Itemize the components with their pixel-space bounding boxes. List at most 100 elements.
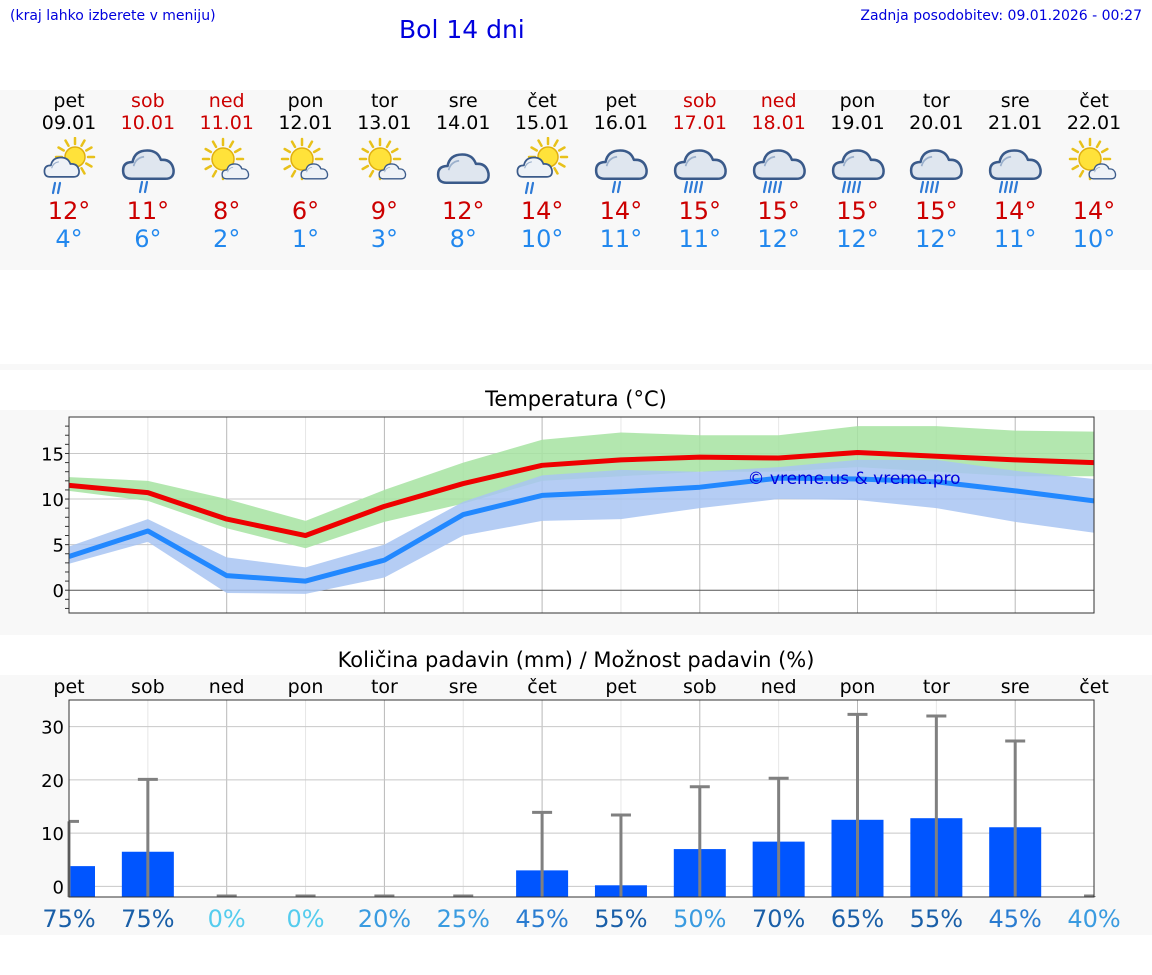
day-date: 12.01 xyxy=(278,112,333,134)
x-category-label: pon xyxy=(840,676,876,698)
day-name: sre xyxy=(1000,90,1030,112)
forecast-strip xyxy=(0,90,1152,270)
y-tick-label: 30 xyxy=(41,718,64,739)
day-name: sob xyxy=(683,90,717,112)
precipitation-chart-title: Količina padavin (mm) / Možnost padavin … xyxy=(337,648,815,672)
day-date: 13.01 xyxy=(357,112,412,134)
x-category-label: tor xyxy=(923,676,950,698)
day-date: 17.01 xyxy=(672,112,727,134)
cloud-rain-icon xyxy=(985,137,1045,197)
day-column: sob 17.01 15° 11° xyxy=(660,90,740,253)
last-updated: Zadnja posodobitev: 09.01.2026 - 00:27 xyxy=(860,8,1142,24)
precipitation-probability: 75% xyxy=(121,905,174,933)
precipitation-probability: 75% xyxy=(42,905,95,933)
day-name: sob xyxy=(131,90,165,112)
max-temperature: 14° xyxy=(520,197,564,225)
temperature-chart: 0 5 10 15 © vreme.us & vreme.pro xyxy=(41,416,1095,614)
y-tick-label: 20 xyxy=(41,771,64,792)
sun-cloud-icon xyxy=(354,137,414,197)
precipitation-probability: 55% xyxy=(910,905,963,933)
max-temperature: 6° xyxy=(291,197,320,225)
precipitation-probability: 45% xyxy=(515,905,568,933)
day-column: pon 12.01 6° 1° xyxy=(266,90,346,253)
precipitation-probability: 55% xyxy=(594,905,647,933)
sun-cloud-showers-icon xyxy=(39,137,99,197)
min-temperature: 12° xyxy=(757,225,800,253)
cloud-rain-icon xyxy=(906,137,966,197)
divider xyxy=(0,364,1152,370)
min-temperature: 12° xyxy=(836,225,879,253)
sun-cloud-icon xyxy=(197,137,257,197)
max-temperature: 8° xyxy=(213,197,241,225)
plot-frame xyxy=(68,416,1095,614)
x-category-label: ned xyxy=(761,676,797,698)
precipitation-probability: 45% xyxy=(989,905,1042,933)
sun-cloud-icon xyxy=(1064,137,1124,197)
day-date: 20.01 xyxy=(909,112,964,134)
day-date: 14.01 xyxy=(436,112,491,134)
cloud-rain-icon xyxy=(749,137,809,197)
x-category-label: sre xyxy=(449,676,478,698)
cloud-showers-icon xyxy=(118,137,178,197)
max-temperature: 14° xyxy=(599,197,643,225)
day-column: čet 15.01 14° 10° xyxy=(502,90,582,253)
min-temperature: 4° xyxy=(55,225,83,253)
day-name: tor xyxy=(922,90,950,112)
cloud-rain-icon xyxy=(828,137,888,197)
y-tick-label: 5 xyxy=(53,536,64,557)
x-category-label: čet xyxy=(527,676,557,698)
day-column: sre 21.01 14° 11° xyxy=(975,90,1055,253)
day-column: tor 20.01 15° 12° xyxy=(896,90,976,253)
y-tick-label: 0 xyxy=(53,581,64,602)
precipitation-probability: 0% xyxy=(287,905,325,933)
day-name: pon xyxy=(287,90,324,112)
min-temperature: 8° xyxy=(449,225,477,253)
location-hint: (kraj lahko izberete v meniju) xyxy=(10,8,216,24)
min-temperature: 10° xyxy=(520,225,564,253)
watermark: © vreme.us & vreme.pro xyxy=(747,469,960,489)
day-name: ned xyxy=(208,90,245,112)
x-category-label: pet xyxy=(605,676,636,698)
day-name: sre xyxy=(448,90,478,112)
page-title: Bol 14 dni xyxy=(399,15,525,44)
day-name: čet xyxy=(1079,90,1109,112)
day-date: 21.01 xyxy=(987,112,1043,134)
x-category-label: sob xyxy=(131,676,165,698)
max-range-band xyxy=(69,426,1095,549)
day-name: ned xyxy=(760,90,797,112)
y-tick-label: 10 xyxy=(41,490,64,511)
day-date: 15.01 xyxy=(514,112,570,134)
day-column: sob 10.01 11° 6° xyxy=(108,90,188,253)
precipitation-probability: 40% xyxy=(1067,905,1120,933)
max-temperature-line xyxy=(69,450,1094,539)
day-column: tor 13.01 9° 3° xyxy=(344,90,424,253)
day-name: čet xyxy=(527,90,557,112)
temperature-chart-title: Temperatura (°C) xyxy=(485,387,667,411)
max-temperature: 15° xyxy=(678,197,722,225)
day-name: tor xyxy=(370,90,398,112)
min-temperature: 1° xyxy=(291,225,320,253)
cloud-rain-icon xyxy=(670,137,730,197)
day-date: 09.01 xyxy=(41,112,97,134)
max-temperature: 14° xyxy=(993,197,1037,225)
y-tick-label: 10 xyxy=(41,824,64,845)
day-column: sre 14.01 12° 8° xyxy=(423,90,503,253)
precipitation-probability: 50% xyxy=(673,905,726,933)
day-column: čet 22.01 14° 10° xyxy=(1054,90,1134,253)
day-column: pon 19.01 15° 12° xyxy=(818,90,898,253)
y-tick-label: 15 xyxy=(41,444,64,465)
sun-cloud-showers-icon xyxy=(512,137,572,197)
day-date: 22.01 xyxy=(1066,112,1122,134)
day-date: 10.01 xyxy=(120,112,176,134)
day-column: pet 16.01 14° 11° xyxy=(581,90,661,253)
x-category-label: sob xyxy=(683,676,717,698)
min-temperature: 12° xyxy=(915,225,958,253)
min-temperature: 11° xyxy=(678,225,722,253)
y-tick-label: 0 xyxy=(53,877,64,898)
min-temperature: 3° xyxy=(370,225,399,253)
precipitation-probability: 70% xyxy=(752,905,805,933)
day-date: 16.01 xyxy=(593,112,649,134)
max-temperature: 12° xyxy=(47,197,91,225)
max-temperature: 11° xyxy=(126,197,170,225)
precipitation-probability: 0% xyxy=(208,905,246,933)
